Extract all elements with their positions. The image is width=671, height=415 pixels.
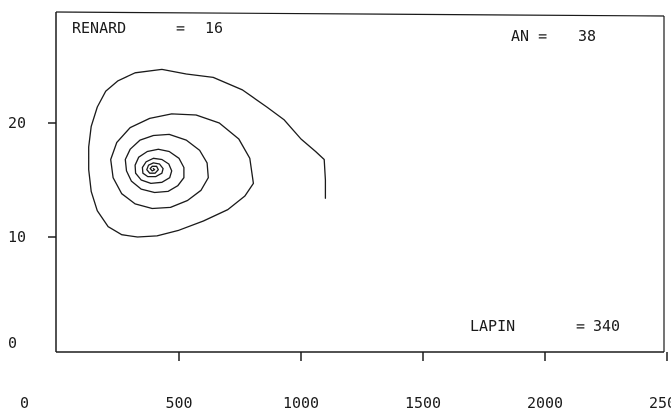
an-value: 38 [578,27,596,45]
plot-frame [55,11,665,353]
x-tick-label: 2500 [649,394,671,412]
lapin-equals: = [576,317,585,335]
frame-top-edge [55,11,665,17]
renard-equals: = [176,19,185,37]
x-tick-label: 1000 [283,394,319,412]
x-tick-label: 0 [20,394,29,412]
y-axis: 0 10 20 [8,114,56,352]
y-tick-label: 0 [8,334,17,352]
lapin-label: LAPIN [470,317,515,335]
lapin-value: 340 [593,317,620,335]
renard-label: RENARD [72,19,126,37]
y-tick-label: 10 [8,228,26,246]
an-label: AN = [511,27,547,45]
renard-value: 16 [205,19,223,37]
x-tick-label: 500 [165,394,192,412]
x-tick-label: 2000 [527,394,563,412]
series-line [88,68,327,238]
x-axis: 0 500 1000 1500 2000 2500 [20,352,671,412]
x-tick-label: 1500 [405,394,441,412]
series-layer [88,68,327,238]
y-tick-label: 20 [8,114,26,132]
